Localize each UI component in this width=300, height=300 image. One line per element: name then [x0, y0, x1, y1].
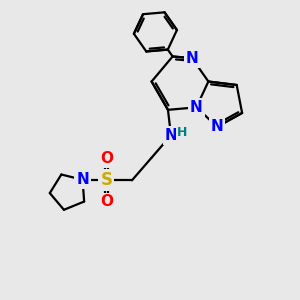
Text: N: N	[186, 51, 198, 66]
Text: S: S	[100, 171, 112, 189]
Text: N: N	[76, 172, 89, 187]
Text: O: O	[100, 151, 113, 166]
Text: N: N	[190, 100, 203, 115]
Text: N: N	[211, 119, 224, 134]
Text: O: O	[100, 194, 113, 209]
Text: N: N	[165, 128, 177, 143]
Text: H: H	[177, 126, 188, 140]
